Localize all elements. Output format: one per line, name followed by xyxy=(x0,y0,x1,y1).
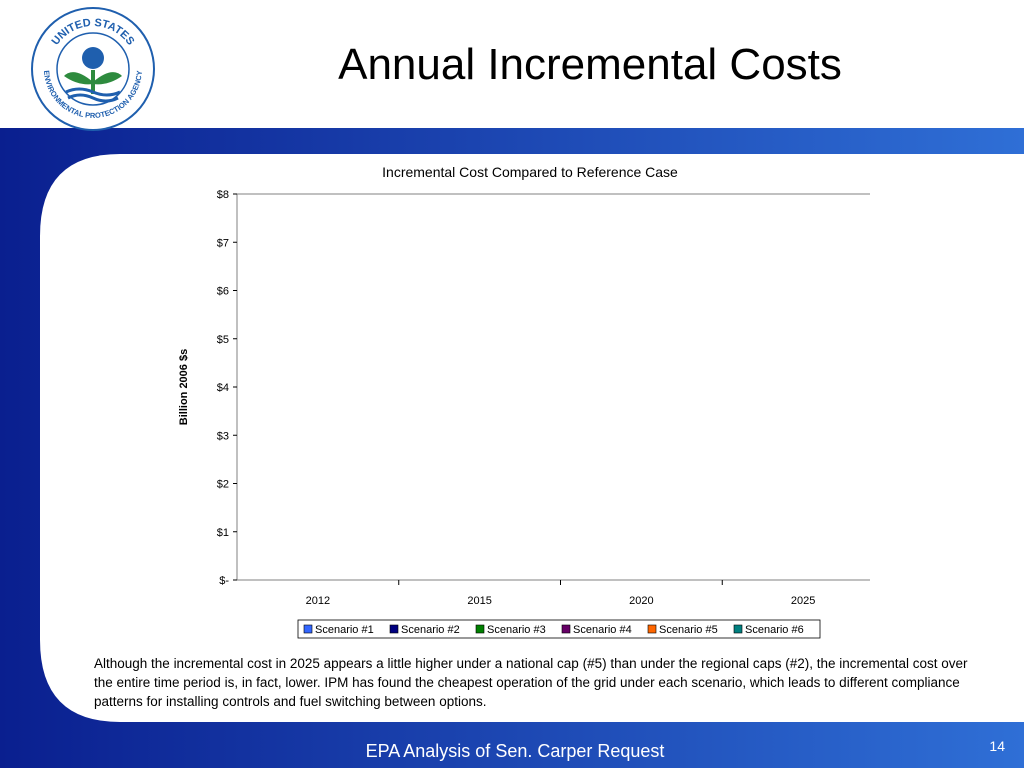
legend-swatch xyxy=(647,624,657,634)
footer-text: EPA Analysis of Sen. Carper Request xyxy=(365,741,665,761)
y-tick-label: $6 xyxy=(217,286,229,298)
y-tick-label: $8 xyxy=(217,189,229,201)
x-tick-label: 2020 xyxy=(629,595,653,607)
plot-frame xyxy=(236,193,870,581)
chart-title: Incremental Cost Compared to Reference C… xyxy=(382,164,678,180)
x-tick-label: 2012 xyxy=(306,595,330,607)
legend-swatch xyxy=(733,624,743,634)
legend-entry: Scenario #6 xyxy=(745,624,804,636)
legend-entry: Scenario #4 xyxy=(573,624,632,636)
y-tick-label: $1 xyxy=(217,527,229,539)
legend-swatch xyxy=(303,624,313,634)
legend-box xyxy=(297,619,821,639)
legend-swatch xyxy=(561,624,571,634)
x-tick-label: 2015 xyxy=(467,595,491,607)
y-tick-label: $- xyxy=(219,575,229,587)
legend-entry: Scenario #3 xyxy=(487,624,546,636)
legend-entry: Scenario #2 xyxy=(401,624,460,636)
y-tick-label: $7 xyxy=(217,237,229,249)
y-tick-label: $3 xyxy=(217,430,229,442)
slide-caption: Although the incremental cost in 2025 ap… xyxy=(94,656,968,709)
legend-entry: Scenario #1 xyxy=(315,624,374,636)
axes: $- $1 $2 $3 $4 $5 $6 $7 $8 Billion 2006 $s 2012 201… xyxy=(178,189,870,607)
epa-logo: UNITED STATES ENVIRONMENTAL PROTECTION A… xyxy=(31,7,155,131)
y-tick-label: $2 xyxy=(217,479,229,491)
legend: Scenario #1 Scenario #2 Scenario #3 Scenari… xyxy=(297,619,821,639)
y-axis-label: Billion 2006 $s xyxy=(178,349,190,425)
slide-title: Annual Incremental Costs xyxy=(338,40,842,89)
y-tick-label: $4 xyxy=(217,382,229,394)
y-tick-label: $5 xyxy=(217,334,229,346)
page-number: 14 xyxy=(989,738,1005,754)
legend-entry: Scenario #5 xyxy=(659,624,718,636)
legend-swatch xyxy=(475,624,485,634)
x-tick-label: 2025 xyxy=(791,595,815,607)
legend-swatch xyxy=(389,624,399,634)
bar-chart: $1.1$1.6$1.7$2.1$1.5$1.4$1.2$1.6$2.0$4.2… xyxy=(178,189,870,639)
